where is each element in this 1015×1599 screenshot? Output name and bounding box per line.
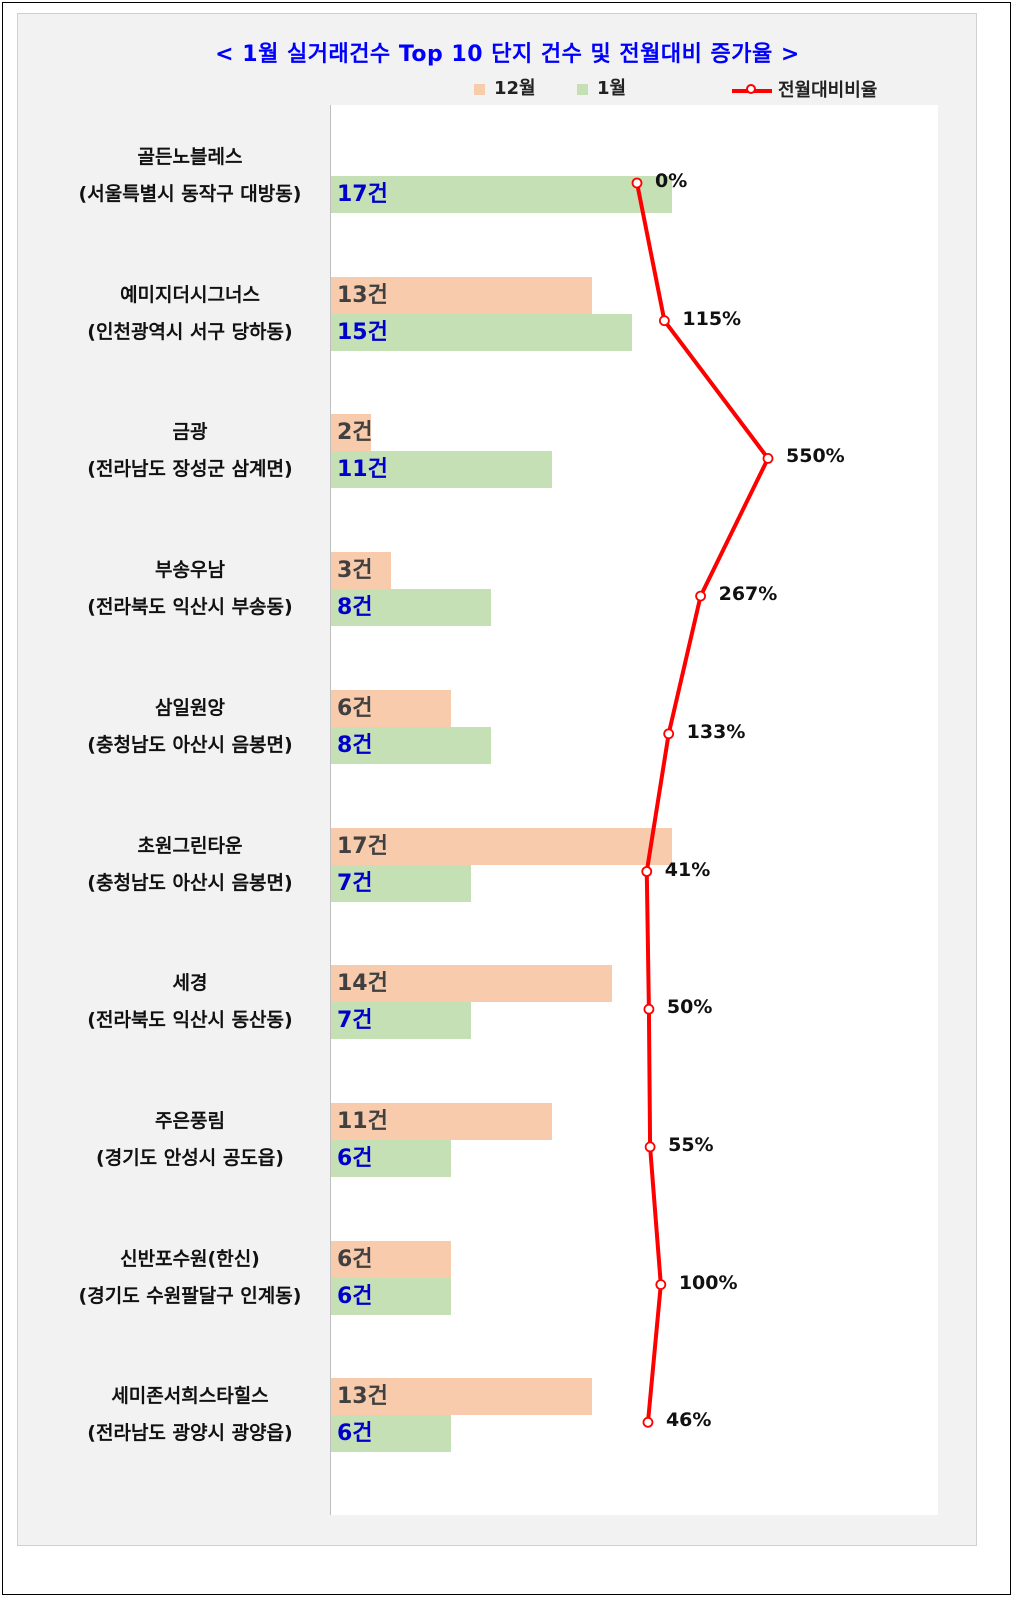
ratio-point bbox=[658, 315, 670, 327]
category-name: 신반포수원(한신) bbox=[120, 1247, 260, 1270]
category-region: (전라남도 장성군 삼계면) bbox=[87, 458, 293, 481]
category-name: 세경 bbox=[172, 972, 208, 995]
bar-dec bbox=[331, 1378, 592, 1416]
bar-label-dec: 11건 bbox=[337, 1108, 388, 1134]
bar-label-dec: 6건 bbox=[337, 695, 373, 721]
bar-label-jan: 11건 bbox=[337, 457, 388, 483]
ratio-point bbox=[641, 866, 653, 877]
ratio-data-label: 55% bbox=[668, 1133, 714, 1156]
bar-dec bbox=[331, 414, 372, 452]
category-region: (경기도 수원팔달구 인계동) bbox=[78, 1284, 302, 1307]
category-name: 금광 bbox=[172, 421, 208, 444]
bar-jan bbox=[331, 1277, 452, 1315]
ratio-point bbox=[695, 590, 706, 602]
bar-label-dec: 13건 bbox=[337, 1384, 388, 1410]
category-region: (전라남도 광양시 광양읍) bbox=[87, 1422, 293, 1445]
ratio-data-label: 550% bbox=[786, 445, 845, 468]
ratio-data-label: 0% bbox=[655, 170, 688, 192]
bar-jan bbox=[331, 1139, 452, 1177]
bar-label-dec: 17건 bbox=[337, 833, 388, 859]
bar-jan bbox=[331, 1002, 472, 1040]
legend-label-ratio: 전월대비비율 bbox=[778, 80, 878, 101]
ratio-data-label: 41% bbox=[664, 858, 711, 881]
bar-label-jan: 6건 bbox=[337, 1421, 373, 1447]
bar-jan bbox=[331, 864, 472, 902]
category-name: 삼일원앙 bbox=[155, 696, 225, 719]
category-region: (전라북도 익산시 동산동) bbox=[87, 1009, 293, 1032]
bar-label-jan: 15건 bbox=[337, 319, 388, 345]
bar-label-dec: 14건 bbox=[337, 971, 388, 997]
legend-item-ratio: 전월대비비율 bbox=[732, 80, 877, 102]
bar-dec bbox=[331, 1240, 452, 1278]
ratio-data-label: 115% bbox=[682, 307, 742, 330]
category-name: 주은풍림 bbox=[155, 1109, 225, 1132]
bar-dec bbox=[331, 276, 592, 314]
bar-label-jan: 8건 bbox=[337, 732, 373, 758]
category-axis-line bbox=[330, 105, 331, 1515]
ratio-data-label: 267% bbox=[718, 583, 778, 606]
category-name: 초원그린타운 bbox=[137, 834, 243, 857]
legend-label-jan: 1월 bbox=[597, 78, 627, 99]
ratio-point bbox=[762, 452, 774, 464]
legend-swatch-ratio bbox=[732, 84, 772, 94]
category-region: (충청남도 아산시 음봉면) bbox=[87, 733, 293, 756]
legend-label-dec: 12월 bbox=[494, 78, 536, 99]
legend-item-dec: 12월 bbox=[474, 78, 536, 100]
ratio-point bbox=[643, 1003, 655, 1015]
bar-jan bbox=[331, 1415, 452, 1453]
category-region: (충청남도 아산시 음봉면) bbox=[87, 871, 293, 894]
ratio-data-label: 50% bbox=[666, 996, 713, 1019]
legend-swatch-jan bbox=[577, 83, 588, 95]
bar-dec bbox=[331, 1102, 552, 1140]
chart-title: < 1월 실거래건수 Top 10 단지 건수 및 전월대비 증가율 > bbox=[215, 42, 800, 67]
bar-label-jan: 8건 bbox=[337, 595, 373, 621]
bar-label-jan: 6건 bbox=[337, 1145, 373, 1171]
bar-label-dec: 13건 bbox=[337, 282, 388, 308]
category-name: 부송우남 bbox=[155, 559, 225, 582]
bar-label-dec: 2건 bbox=[337, 420, 373, 446]
bar-label-dec: 6건 bbox=[337, 1246, 373, 1272]
category-region: (전라북도 익산시 부송동) bbox=[87, 596, 293, 619]
category-region: (경기도 안성시 공도읍) bbox=[96, 1146, 284, 1169]
category-name: 골든노블레스 bbox=[137, 146, 243, 168]
bar-label-jan: 7건 bbox=[337, 870, 373, 896]
category-name: 예미지더시그너스 bbox=[120, 283, 260, 306]
category-name: 세미존서희스타힐스 bbox=[111, 1385, 269, 1408]
bar-label-jan: 17건 bbox=[337, 182, 388, 207]
bar-jan bbox=[331, 451, 552, 489]
ratio-point bbox=[644, 1141, 656, 1153]
ratio-point bbox=[642, 1416, 654, 1428]
ratio-data-label: 46% bbox=[665, 1409, 712, 1432]
bar-dec bbox=[331, 689, 452, 727]
bar-dec bbox=[331, 965, 612, 1003]
category-region: (인천광역시 서구 당하동) bbox=[87, 320, 293, 343]
category-region: (서울특별시 동작구 대방동) bbox=[78, 183, 302, 205]
ratio-point bbox=[631, 177, 643, 189]
ratio-data-label: 133% bbox=[686, 720, 746, 743]
bar-jan bbox=[331, 313, 632, 351]
bar-dec bbox=[331, 552, 392, 590]
bar-label-jan: 6건 bbox=[337, 1283, 373, 1309]
bar-dec bbox=[331, 827, 672, 865]
legend-swatch-dec bbox=[474, 83, 485, 95]
ratio-point bbox=[663, 728, 675, 740]
ratio-data-label: 100% bbox=[678, 1271, 738, 1294]
bar-label-jan: 7건 bbox=[337, 1008, 373, 1034]
ratio-line bbox=[635, 182, 770, 1423]
legend-item-jan: 1월 bbox=[577, 78, 626, 100]
ratio-point bbox=[655, 1279, 667, 1290]
bar-jan bbox=[331, 589, 492, 627]
bar-jan bbox=[331, 176, 672, 213]
bar-label-dec: 3건 bbox=[337, 558, 373, 584]
bar-jan bbox=[331, 726, 492, 764]
